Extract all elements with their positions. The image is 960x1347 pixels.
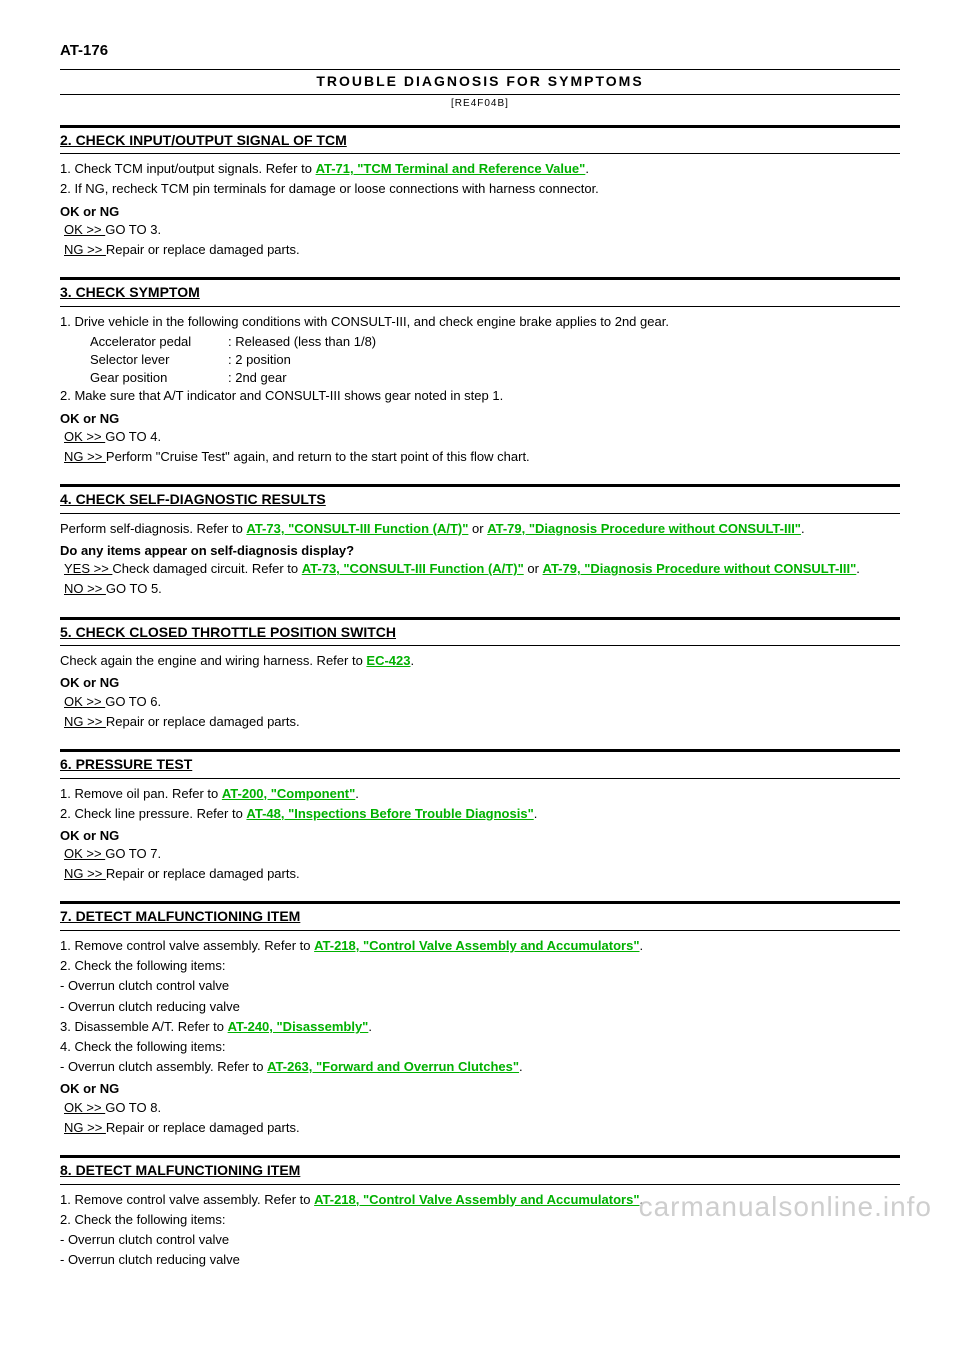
yes-label-4: YES >> — [64, 561, 112, 576]
step-4-heading: 4. CHECK SELF-DIAGNOSTIC RESULTS — [60, 484, 900, 514]
step-3-heading: 3. CHECK SYMPTOM — [60, 277, 900, 307]
ng-action-5: Repair or replace damaged parts. — [106, 714, 300, 729]
goto-6: GO TO 6. — [105, 694, 161, 709]
ng-label-5: NG >> — [64, 714, 106, 729]
ng-action-3: Perform "Cruise Test" again, and return … — [106, 449, 530, 464]
step-5-line-1: Check again the engine and wiring harnes… — [60, 652, 900, 670]
step-4-question: Do any items appear on self-diagnosis di… — [60, 542, 900, 560]
link-at71[interactable]: AT-71, "TCM Terminal and Reference Value… — [316, 161, 586, 176]
step-2-line-1: 1. Check TCM input/output signals. Refer… — [60, 160, 900, 178]
step-4-line-1: Perform self-diagnosis. Refer to AT-73, … — [60, 520, 900, 538]
section-title: TROUBLE DIAGNOSIS FOR SYMPTOMS — [60, 69, 900, 95]
ok-label-6: OK >> — [64, 846, 105, 861]
step-6-line-1: 1. Remove oil pan. Refer to AT-200, "Com… — [60, 785, 900, 803]
step-7-line-2: 2. Check the following items: — [60, 957, 900, 975]
ng-action-7: Repair or replace damaged parts. — [106, 1120, 300, 1135]
link-at218-2[interactable]: AT-218, "Control Valve Assembly and Accu… — [314, 1192, 639, 1207]
goto-7: GO TO 7. — [105, 846, 161, 861]
link-at73-2[interactable]: AT-73, "CONSULT-III Function (A/T)" — [302, 561, 524, 576]
ok-or-ng-6: OK or NG — [60, 827, 900, 845]
step-7-line-1: 1. Remove control valve assembly. Refer … — [60, 937, 900, 955]
ok-or-ng: OK or NG — [60, 203, 900, 221]
step-6-line-2: 2. Check line pressure. Refer to AT-48, … — [60, 805, 900, 823]
brand-line: [RE4F04B] — [60, 97, 900, 111]
link-at200[interactable]: AT-200, "Component" — [222, 786, 355, 801]
page-num-top: AT-176 — [60, 40, 108, 61]
link-ec423[interactable]: EC-423 — [366, 653, 410, 668]
ok-or-ng-3: OK or NG — [60, 410, 900, 428]
ng-action: Repair or replace damaged parts. — [106, 242, 300, 257]
ok-or-ng-7: OK or NG — [60, 1080, 900, 1098]
link-at263[interactable]: AT-263, "Forward and Overrun Clutches" — [267, 1059, 519, 1074]
ng-label-3: NG >> — [64, 449, 106, 464]
step-3-line-1: 1. Drive vehicle in the following condit… — [60, 313, 900, 331]
ng-label: NG >> — [64, 242, 106, 257]
step-5-heading: 5. CHECK CLOSED THROTTLE POSITION SWITCH — [60, 617, 900, 647]
ng-label-6: NG >> — [64, 866, 106, 881]
step-6-heading: 6. PRESSURE TEST — [60, 749, 900, 779]
step-7-item-2: - Overrun clutch reducing valve — [60, 998, 900, 1016]
no-label-4: NO >> — [64, 581, 106, 596]
step-2-heading: 2. CHECK INPUT/OUTPUT SIGNAL OF TCM — [60, 125, 900, 155]
link-at79-1[interactable]: AT-79, "Diagnosis Procedure without CONS… — [487, 521, 801, 536]
link-at218-1[interactable]: AT-218, "Control Valve Assembly and Accu… — [314, 938, 639, 953]
step-8-heading: 8. DETECT MALFUNCTIONING ITEM — [60, 1155, 900, 1185]
ok-label-5: OK >> — [64, 694, 105, 709]
ng-label-7: NG >> — [64, 1120, 106, 1135]
step-7-line-3: 3. Disassemble A/T. Refer to AT-240, "Di… — [60, 1018, 900, 1036]
step-7-line-4: 4. Check the following items: — [60, 1038, 900, 1056]
ok-label: OK >> — [64, 222, 105, 237]
goto-8: GO TO 8. — [105, 1100, 161, 1115]
goto-4: GO TO 4. — [105, 429, 161, 444]
step-2-line-2: 2. If NG, recheck TCM pin terminals for … — [60, 180, 900, 198]
step-8-item-1: - Overrun clutch control valve — [60, 1231, 900, 1249]
step-7-heading: 7. DETECT MALFUNCTIONING ITEM — [60, 901, 900, 931]
step-8-item-2: - Overrun clutch reducing valve — [60, 1251, 900, 1269]
ok-or-ng-5: OK or NG — [60, 674, 900, 692]
watermark: carmanualsonline.info — [639, 1187, 932, 1226]
link-at48[interactable]: AT-48, "Inspections Before Trouble Diagn… — [246, 806, 533, 821]
ok-label-7: OK >> — [64, 1100, 105, 1115]
link-at240[interactable]: AT-240, "Disassembly" — [228, 1019, 369, 1034]
link-at73-1[interactable]: AT-73, "CONSULT-III Function (A/T)" — [246, 521, 468, 536]
goto-3: GO TO 3. — [105, 222, 161, 237]
step-7-item-3: - Overrun clutch assembly. Refer to AT-2… — [60, 1058, 900, 1076]
cond-gear: Gear position: 2nd gear — [90, 369, 900, 387]
ok-label-3: OK >> — [64, 429, 105, 444]
cond-accel: Accelerator pedal: Released (less than 1… — [90, 333, 900, 351]
cond-lever: Selector lever: 2 position — [90, 351, 900, 369]
step-3-line-2: 2. Make sure that A/T indicator and CONS… — [60, 387, 900, 405]
ng-action-6: Repair or replace damaged parts. — [106, 866, 300, 881]
step-7-item-1: - Overrun clutch control valve — [60, 977, 900, 995]
goto-5: GO TO 5. — [106, 581, 162, 596]
link-at79-2[interactable]: AT-79, "Diagnosis Procedure without CONS… — [543, 561, 857, 576]
